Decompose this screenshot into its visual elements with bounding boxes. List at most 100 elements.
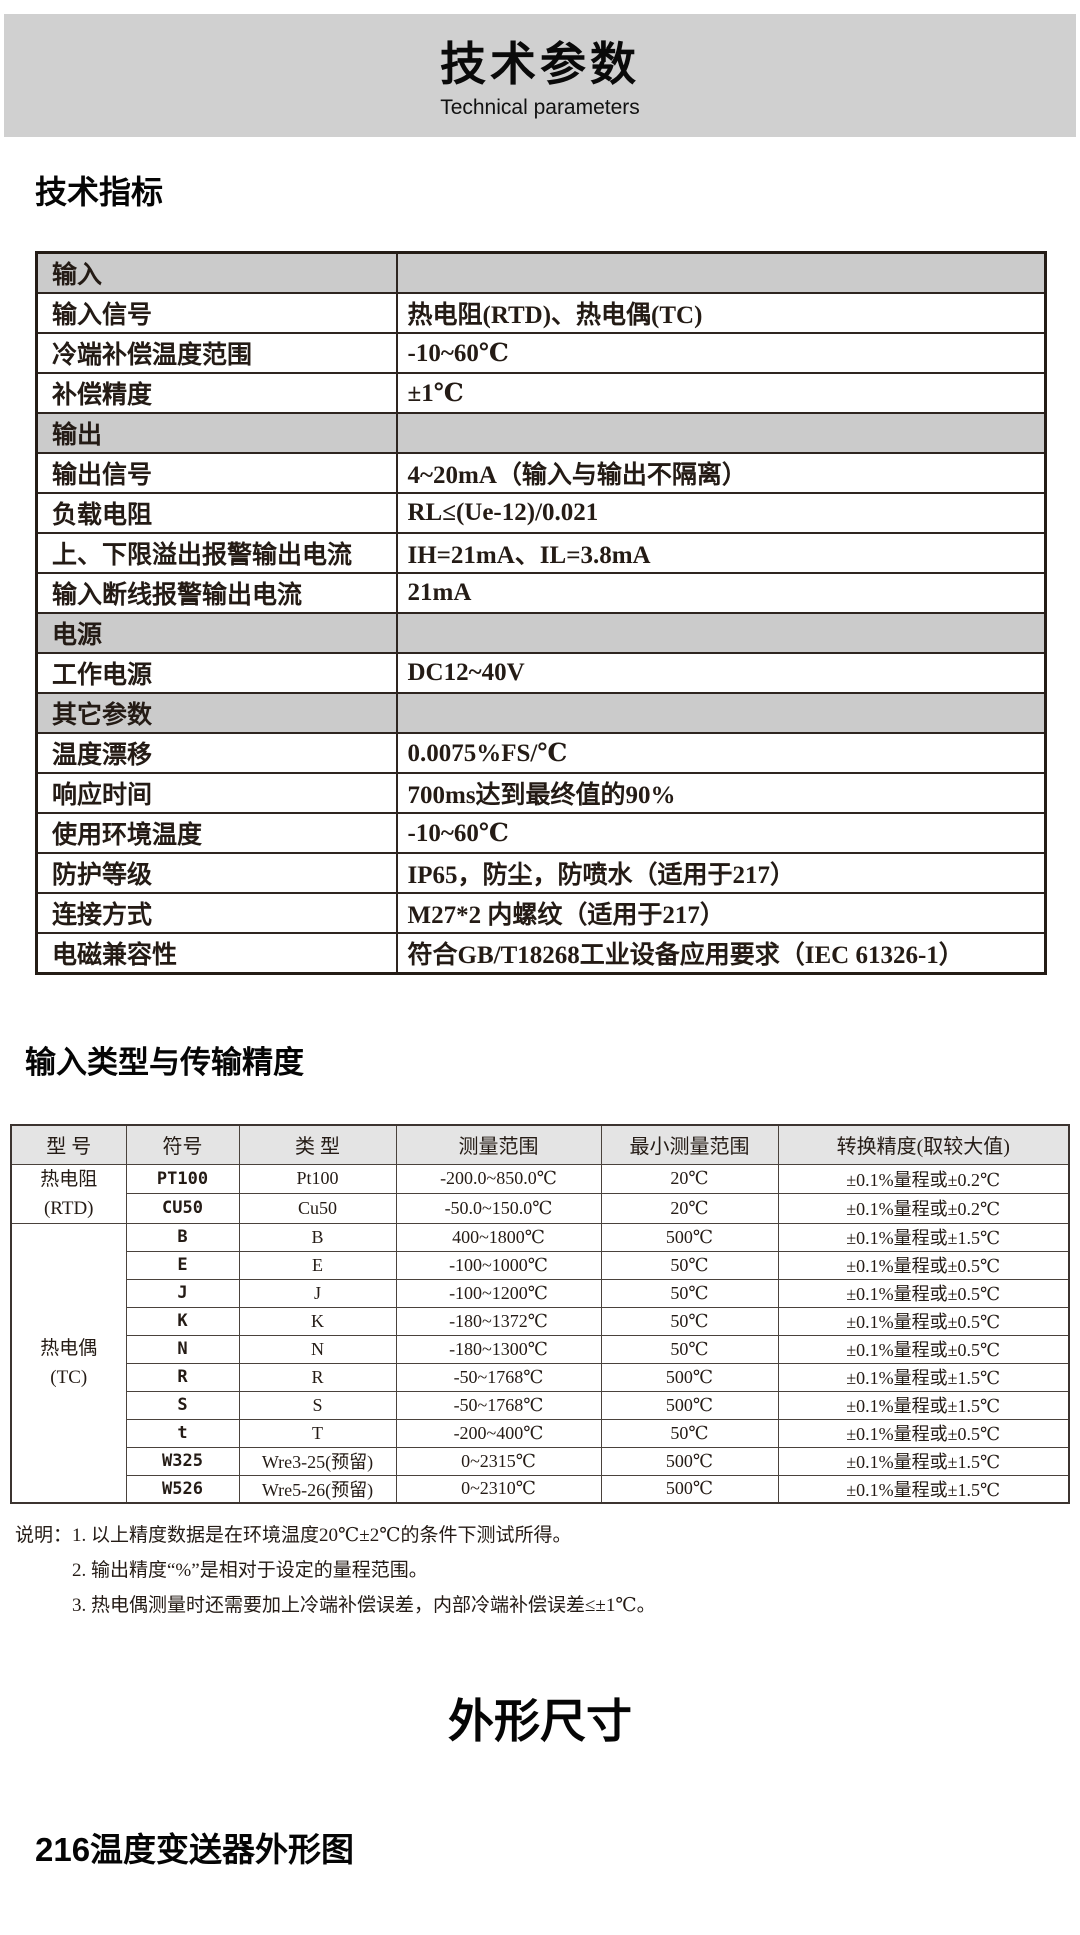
io-cell: E xyxy=(238,1250,397,1280)
spec-section-heading: 技术指标 xyxy=(35,174,164,210)
io-cell: 400~1800℃ xyxy=(395,1222,602,1252)
io-cell: ±0.1%量程或±1.5℃ xyxy=(777,1474,1070,1504)
io-cell: J xyxy=(125,1278,240,1308)
spec-row-value: ±1℃ xyxy=(395,372,1047,414)
io-col-header: 类 型 xyxy=(238,1124,397,1165)
io-cell: ±0.1%量程或±1.5℃ xyxy=(777,1446,1070,1476)
spec-row-value xyxy=(395,612,1047,654)
io-row: S S -50~1768℃ 500℃ ±0.1%量程或±1.5℃ xyxy=(11,1390,1070,1420)
spec-row: 补偿精度 ±1℃ xyxy=(35,372,1047,414)
spec-row-label: 输入断线报警输出电流 xyxy=(35,572,398,614)
io-group-sub: (TC) xyxy=(50,1366,88,1388)
io-col-header: 符号 xyxy=(125,1124,240,1165)
notes-label: 说明： xyxy=(15,1525,73,1546)
io-row: W325 Wre3-25(预留) 0~2315℃ 500℃ ±0.1%量程或±1… xyxy=(11,1446,1070,1476)
notes-block: 说明：1. 以上精度数据是在环境温度20℃±2℃的条件下测试所得。 2. 输出精… xyxy=(15,1518,1080,1623)
page-title: 技术参数 xyxy=(440,38,640,90)
spec-row: 负载电阻 RL≤(Ue-12)/0.021 xyxy=(35,492,1047,534)
spec-row: 冷端补偿温度范围 -10~60℃ xyxy=(35,332,1047,374)
spec-row-label: 补偿精度 xyxy=(35,372,398,414)
io-row: E E -100~1000℃ 50℃ ±0.1%量程或±0.5℃ xyxy=(11,1250,1070,1280)
spec-row-value xyxy=(395,412,1047,454)
io-cell: -180~1372℃ xyxy=(395,1306,602,1336)
io-cell: -200~400℃ xyxy=(395,1418,602,1448)
spec-row-label: 上、下限溢出报警输出电流 xyxy=(35,532,398,574)
io-cell: Cu50 xyxy=(238,1193,397,1224)
spec-section-row: 其它参数 xyxy=(35,692,1047,734)
spec-row: 连接方式 M27*2 内螺纹（适用于217） xyxy=(35,892,1047,934)
io-row: R R -50~1768℃ 500℃ ±0.1%量程或±1.5℃ xyxy=(11,1362,1070,1392)
io-cell: -180~1300℃ xyxy=(395,1334,602,1364)
io-cell: T xyxy=(238,1418,397,1448)
io-cell: J xyxy=(238,1278,397,1308)
spec-row-label: 输出信号 xyxy=(35,452,398,494)
io-cell: ±0.1%量程或±0.5℃ xyxy=(777,1278,1070,1308)
io-cell: ±0.1%量程或±0.5℃ xyxy=(777,1250,1070,1280)
spec-row-value: 热电阻(RTD)、热电偶(TC) xyxy=(395,292,1047,334)
io-cell: ±0.1%量程或±0.2℃ xyxy=(777,1193,1070,1224)
io-cell: -100~1200℃ xyxy=(395,1278,602,1308)
spec-row-label: 工作电源 xyxy=(35,652,398,694)
io-row: t T -200~400℃ 50℃ ±0.1%量程或±0.5℃ xyxy=(11,1418,1070,1448)
io-row: 热电阻 (RTD) PT100 Pt100 -200.0~850.0℃ 20℃ … xyxy=(10,1163,1070,1224)
spec-row-label: 其它参数 xyxy=(35,692,398,734)
io-row: K K -180~1372℃ 50℃ ±0.1%量程或±0.5℃ xyxy=(11,1306,1070,1336)
io-cell: R xyxy=(125,1362,240,1392)
io-cell: -50~1768℃ xyxy=(395,1390,602,1420)
note-item: 3. 热电偶测量时还需要加上冷端补偿误差，内部冷端补偿误差≤±1℃。 xyxy=(72,1595,656,1616)
io-cell: ±0.1%量程或±0.5℃ xyxy=(777,1418,1070,1448)
io-cell: 500℃ xyxy=(600,1222,779,1252)
io-cell: 20℃ xyxy=(600,1163,779,1194)
io-cell: -100~1000℃ xyxy=(395,1250,602,1280)
input-types-table: 型 号 符号 类 型 测量范围 最小测量范围 转换精度(取较大值) 热电阻 (R… xyxy=(10,1124,1070,1504)
io-cell: S xyxy=(125,1390,240,1420)
spec-row: 防护等级 IP65，防尘，防喷水（适用于217） xyxy=(35,852,1047,894)
input-types-heading: 输入类型与传输精度 xyxy=(25,1045,304,1080)
io-cell: 50℃ xyxy=(600,1250,779,1280)
spec-row-value: 21mA xyxy=(395,572,1047,614)
spec-row-label: 负载电阻 xyxy=(35,492,398,534)
io-cell: ±0.1%量程或±0.5℃ xyxy=(777,1334,1070,1364)
io-row: N N -180~1300℃ 50℃ ±0.1%量程或±0.5℃ xyxy=(11,1334,1070,1364)
io-cell: K xyxy=(125,1306,240,1336)
io-cell: Pt100 xyxy=(238,1163,397,1194)
outline-figure-heading: 216温度变送器外形图 xyxy=(35,1831,355,1868)
spec-row-label: 防护等级 xyxy=(35,852,398,894)
spec-row: 上、下限溢出报警输出电流 IH=21mA、IL=3.8mA xyxy=(35,532,1047,574)
io-row: 热电偶 (TC) B B 400~1800℃ 500℃ ±0.1%量程或±1.5… xyxy=(10,1222,1070,1504)
spec-row-value: 符合GB/T18268工业设备应用要求（IEC 61326-1） xyxy=(395,932,1047,975)
spec-row-label: 电磁兼容性 xyxy=(35,932,398,975)
spec-row-label: 响应时间 xyxy=(35,772,398,814)
note-item: 2. 输出精度“%”是相对于设定的量程范围。 xyxy=(72,1560,428,1581)
io-cell: -50~1768℃ xyxy=(395,1362,602,1392)
spec-row: 输入断线报警输出电流 21mA xyxy=(35,572,1047,614)
io-cell: ±0.1%量程或±0.2℃ xyxy=(777,1163,1070,1194)
spec-row-value: DC12~40V xyxy=(395,652,1047,694)
spec-row-value: -10~60℃ xyxy=(395,332,1047,374)
spec-row-label: 温度漂移 xyxy=(35,732,398,774)
io-group-rtd: 热电阻 (RTD) xyxy=(10,1163,127,1224)
spec-row-value xyxy=(395,251,1047,294)
spec-row-label: 输出 xyxy=(35,412,398,454)
io-cell: 50℃ xyxy=(600,1418,779,1448)
spec-row: 温度漂移 0.0075%FS/℃ xyxy=(35,732,1047,774)
io-cell: t xyxy=(125,1418,240,1448)
spec-row-value xyxy=(395,692,1047,734)
io-cell: B xyxy=(125,1222,240,1252)
page-subtitle: Technical parameters xyxy=(440,96,640,119)
io-cell: -200.0~850.0℃ xyxy=(395,1163,602,1194)
io-cell: W325 xyxy=(125,1446,240,1476)
spec-row-value: IP65，防尘，防喷水（适用于217） xyxy=(395,852,1047,894)
io-header-row: 型 号 符号 类 型 测量范围 最小测量范围 转换精度(取较大值) xyxy=(10,1124,1070,1165)
spec-section-row: 电源 xyxy=(35,612,1047,654)
io-cell: N xyxy=(125,1334,240,1364)
io-cell: CU50 xyxy=(125,1193,240,1224)
io-group-sub: (RTD) xyxy=(43,1197,94,1219)
spec-row: 输入信号 热电阻(RTD)、热电偶(TC) xyxy=(35,292,1047,334)
io-row: CU50 Cu50 -50.0~150.0℃ 20℃ ±0.1%量程或±0.2℃ xyxy=(11,1193,1070,1224)
io-cell: 500℃ xyxy=(600,1362,779,1392)
io-group-tc: 热电偶 (TC) xyxy=(10,1222,127,1504)
spec-row: 工作电源 DC12~40V xyxy=(35,652,1047,694)
io-cell: 500℃ xyxy=(600,1474,779,1504)
io-cell: ±0.1%量程或±1.5℃ xyxy=(777,1222,1070,1252)
